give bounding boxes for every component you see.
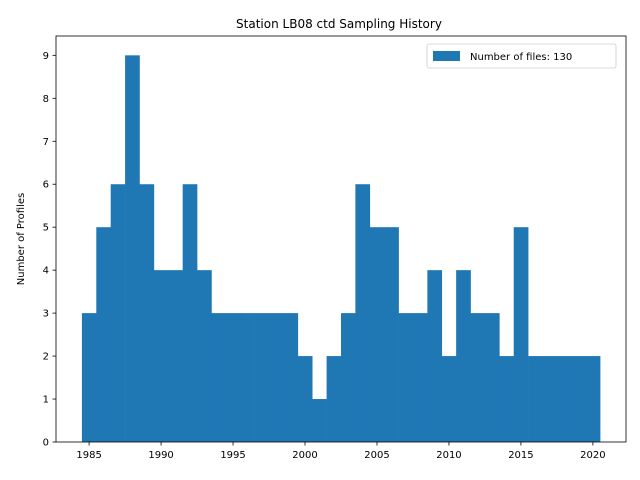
histogram-bar: [254, 313, 270, 442]
x-axis-ticks: 1985 1990 1995 2000 2005 2010 2015 2020: [76, 442, 606, 461]
y-tick-label: 1: [43, 395, 49, 406]
y-axis-ticks: 0 1 2 3 4 5 6 7 8 9: [43, 51, 56, 449]
x-tick-label: 2000: [292, 450, 317, 461]
x-tick-label: 2015: [508, 450, 533, 461]
histogram-bar: [297, 356, 313, 442]
x-tick-label: 2020: [580, 450, 605, 461]
histogram-bar: [384, 227, 399, 442]
y-tick-label: 9: [43, 51, 49, 62]
y-tick-label: 4: [43, 266, 49, 277]
x-tick-label: 1995: [220, 450, 245, 461]
y-axis-label: Number of Profiles: [16, 193, 27, 285]
histogram-bar: [312, 399, 327, 442]
histogram-bar: [110, 184, 126, 442]
histogram-bar: [398, 313, 414, 442]
histogram-bar: [369, 227, 385, 442]
x-tick-label: 1985: [76, 450, 101, 461]
histogram-bar: [556, 356, 572, 442]
histogram-bar: [571, 356, 586, 442]
x-tick-label: 2005: [364, 450, 389, 461]
histogram-bar: [269, 313, 284, 442]
histogram-bar: [125, 55, 140, 442]
histogram-bar: [470, 313, 486, 442]
histogram-bar: [499, 356, 515, 442]
histogram-bar: [427, 270, 443, 442]
histogram-bar: [153, 270, 169, 442]
histogram-bar: [412, 313, 428, 442]
histogram-bar: [225, 313, 241, 442]
x-tick-label: 2010: [436, 450, 461, 461]
y-tick-label: 0: [43, 438, 49, 449]
histogram-bar: [513, 227, 529, 442]
histogram-bar: [240, 313, 255, 442]
histogram-bar: [81, 313, 97, 442]
y-tick-label: 2: [43, 352, 49, 363]
histogram-bar: [341, 313, 356, 442]
histogram-bar: [197, 270, 212, 442]
histogram-bar: [182, 184, 198, 442]
legend-swatch: [433, 51, 460, 61]
y-tick-label: 3: [43, 309, 49, 320]
x-tick-label: 1990: [148, 450, 173, 461]
histogram-bar: [211, 313, 227, 442]
histogram-bar: [585, 356, 601, 442]
legend: Number of files: 130: [426, 43, 617, 69]
histogram-bar: [484, 313, 500, 442]
histogram-bar: [441, 356, 457, 442]
histogram-bar: [528, 356, 543, 442]
y-tick-label: 8: [43, 94, 49, 105]
histogram-bar: [96, 227, 111, 442]
y-tick-label: 5: [43, 223, 49, 234]
y-tick-label: 7: [43, 137, 49, 148]
histogram-bar: [326, 356, 342, 442]
histogram-bar: [283, 313, 299, 442]
bars-group: [81, 55, 601, 442]
y-tick-label: 6: [43, 180, 49, 191]
histogram-bar: [168, 270, 183, 442]
chart-title: Station LB08 ctd Sampling History: [236, 17, 442, 31]
histogram-bar: [355, 184, 371, 442]
plot-frame: [55, 35, 627, 443]
histogram-bar: [542, 356, 558, 442]
legend-label: Number of files: 130: [470, 52, 572, 63]
histogram-bar: [456, 270, 471, 442]
legend-box: [426, 43, 617, 69]
histogram-bar: [139, 184, 155, 442]
